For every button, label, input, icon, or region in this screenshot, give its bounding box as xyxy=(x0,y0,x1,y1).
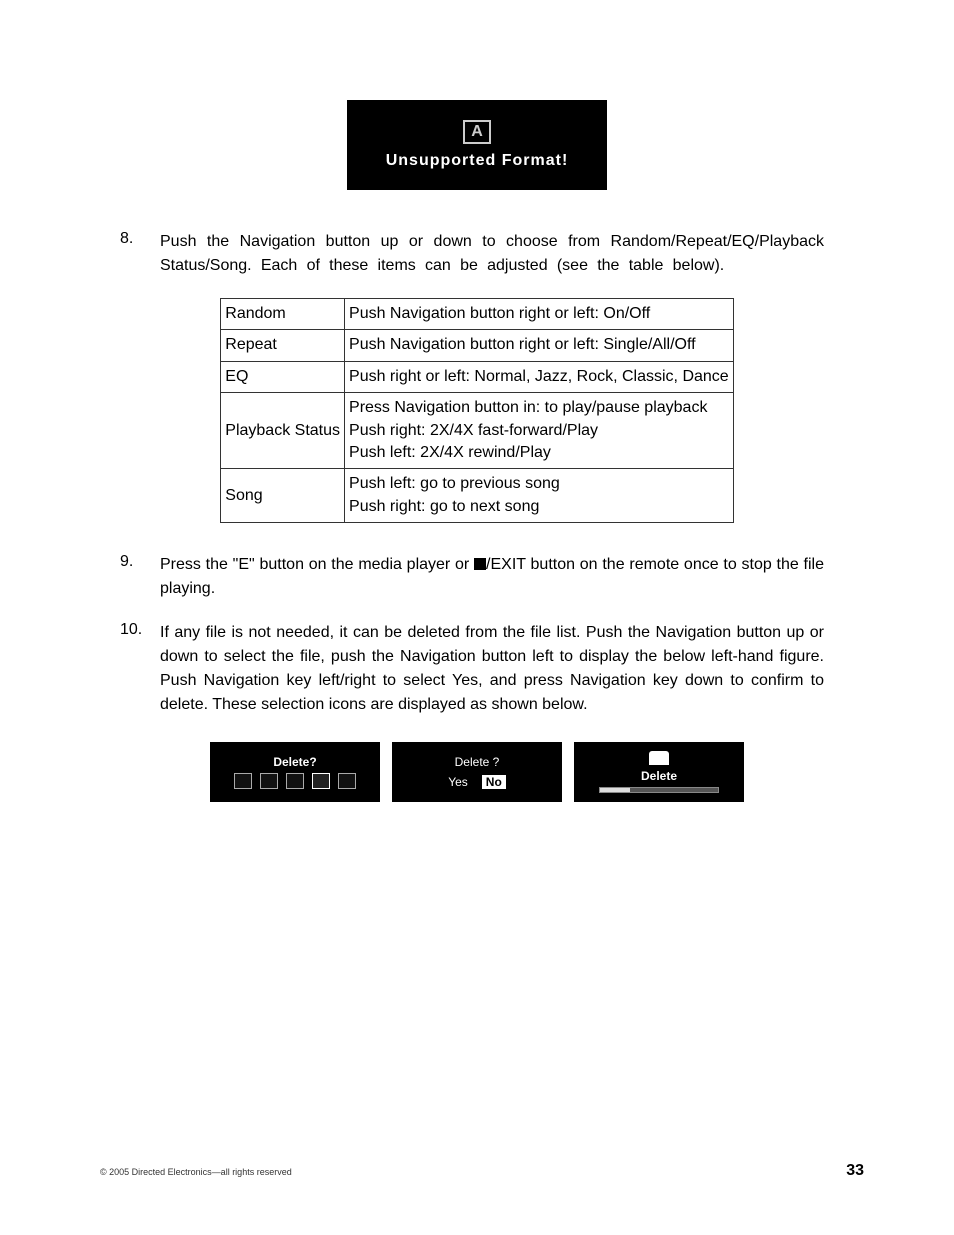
unsupported-format-box: A Unsupported Format! xyxy=(347,100,607,190)
table-cell-value: Push right or left: Normal, Jazz, Rock, … xyxy=(345,361,734,392)
trash-icon xyxy=(649,751,669,765)
list-item-8: 8. Push the Navigation button up or down… xyxy=(120,230,824,278)
stop-icon xyxy=(474,558,486,570)
table-cell-value: Push Navigation button right or left: On… xyxy=(345,299,734,330)
cut-icon xyxy=(286,773,304,789)
options-table: RandomPush Navigation button right or le… xyxy=(220,298,733,523)
table-row: Playback StatusPress Navigation button i… xyxy=(221,393,733,469)
item9-pre: Press the "E" button on the media player… xyxy=(160,556,474,573)
figure-delete-icons: Delete? xyxy=(210,742,380,802)
table-cell-key: EQ xyxy=(221,361,345,392)
list-item-10-text: If any file is not needed, it can be del… xyxy=(160,621,824,717)
unsupported-format-label: Unsupported Format! xyxy=(386,152,569,170)
progress-bar xyxy=(599,787,719,793)
fig2-title: Delete ? xyxy=(455,755,500,769)
fig1-icons xyxy=(234,773,356,789)
copyright-text: © 2005 Directed Electronics—all rights r… xyxy=(100,1167,292,1177)
warning-icon: A xyxy=(463,120,491,144)
list-number: 10. xyxy=(120,621,160,717)
page-number: 33 xyxy=(846,1162,864,1180)
list-item-9: 9. Press the "E" button on the media pla… xyxy=(120,553,824,601)
list-item-10: 10. If any file is not needed, it can be… xyxy=(120,621,824,717)
fig3-title: Delete xyxy=(641,769,677,783)
table-cell-value: Push Navigation button right or left: Si… xyxy=(345,330,734,361)
fig1-title: Delete? xyxy=(273,755,316,769)
page-footer: © 2005 Directed Electronics—all rights r… xyxy=(100,1162,864,1180)
delete-figures-row: Delete? Delete ? Yes No Delete xyxy=(90,742,864,802)
paste-icon xyxy=(338,773,356,789)
table-cell-key: Repeat xyxy=(221,330,345,361)
doc-icon xyxy=(234,773,252,789)
figure-delete-confirm: Delete ? Yes No xyxy=(392,742,562,802)
table-cell-value: Push left: go to previous songPush right… xyxy=(345,469,734,523)
list-item-8-text: Push the Navigation button up or down to… xyxy=(160,230,824,278)
figure-delete-progress: Delete xyxy=(574,742,744,802)
fig2-yesno: Yes No xyxy=(448,775,506,789)
trash-icon xyxy=(312,773,330,789)
list-number: 9. xyxy=(120,553,160,601)
table-cell-value: Press Navigation button in: to play/paus… xyxy=(345,393,734,469)
table-cell-key: Random xyxy=(221,299,345,330)
table-row: RandomPush Navigation button right or le… xyxy=(221,299,733,330)
list-item-9-text: Press the "E" button on the media player… xyxy=(160,553,824,601)
table-cell-key: Song xyxy=(221,469,345,523)
table-row: RepeatPush Navigation button right or le… xyxy=(221,330,733,361)
copy-icon xyxy=(260,773,278,789)
list-number: 8. xyxy=(120,230,160,278)
fig2-yes: Yes xyxy=(448,775,468,789)
table-row: SongPush left: go to previous songPush r… xyxy=(221,469,733,523)
fig2-no: No xyxy=(482,775,506,789)
table-cell-key: Playback Status xyxy=(221,393,345,469)
progress-bar-fill xyxy=(600,788,630,792)
table-row: EQPush right or left: Normal, Jazz, Rock… xyxy=(221,361,733,392)
